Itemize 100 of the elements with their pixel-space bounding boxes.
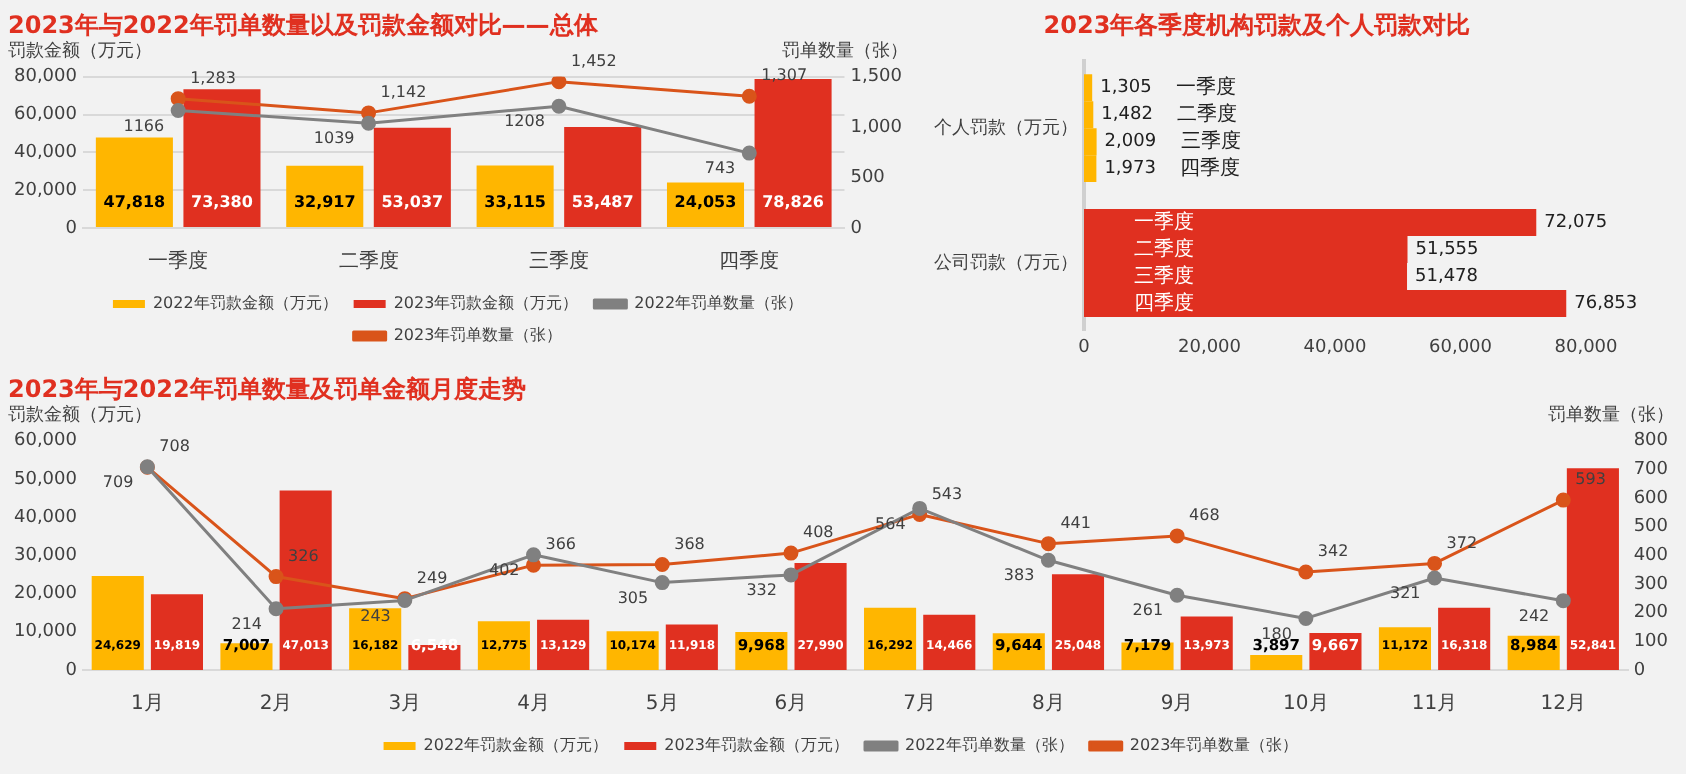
y-tick-label: 公司罚款（万元）: [934, 251, 1078, 274]
x-tick-label: 6月: [774, 693, 808, 716]
y2-tick-label: 800: [1633, 431, 1669, 452]
x-tick-label: 40,000: [1303, 337, 1368, 358]
bar: [91, 575, 144, 670]
point: [783, 545, 799, 561]
data-label: 441: [1060, 513, 1091, 532]
bar: [286, 165, 364, 227]
legend-label: 2023年罚单数量（张）: [1129, 736, 1299, 755]
legend-label: 2022年罚单数量（张）: [634, 294, 804, 313]
data-label: 47,818: [103, 193, 167, 212]
y2-tick-label: 700: [1633, 460, 1669, 481]
data-label: 51,555: [1415, 240, 1479, 261]
text: 四季度: [1180, 157, 1241, 180]
x-tick-label: 12月: [1540, 693, 1587, 716]
chart-title: 2023年与2022年罚单数量以及罚款金额对比——总体: [8, 10, 600, 39]
y-tick-label: 60,000: [13, 105, 78, 126]
y2-tick-label: 100: [1633, 632, 1669, 653]
data-label: 1,305: [1100, 78, 1152, 99]
x-tick-label: 80,000: [1554, 337, 1619, 358]
y2-axis-title: 罚单数量（张）: [1548, 404, 1674, 427]
data-label: 408: [802, 523, 834, 542]
y2-tick-label: 600: [1633, 488, 1669, 509]
x-tick-label: 9月: [1160, 693, 1194, 716]
bar: [1051, 574, 1105, 670]
point: [1040, 552, 1056, 568]
data-label: 342: [1317, 542, 1349, 561]
y-tick-label: 10,000: [13, 622, 78, 643]
series-label: 四季度: [1134, 290, 1194, 315]
point: [654, 557, 670, 573]
chart-title: 2023年与2022年罚单数量及罚单金额月度走势: [8, 374, 526, 403]
data-label: 332: [746, 581, 777, 600]
point: [783, 567, 799, 583]
data-label: 468: [1189, 506, 1220, 525]
y2-axis-title: 罚单数量（张）: [782, 40, 908, 63]
data-label: 1,482: [1101, 105, 1153, 126]
bar: [1250, 655, 1303, 670]
data-label: 326: [288, 546, 319, 565]
text: 二季度: [1177, 103, 1238, 126]
data-label: 76,853: [1574, 294, 1638, 315]
legend-label: 2023年罚款金额（万元）: [664, 736, 849, 755]
y-tick-label: 个人罚款（万元）: [934, 116, 1078, 139]
point: [1169, 528, 1185, 544]
data-label: 593: [1575, 470, 1606, 489]
point: [1427, 570, 1443, 586]
bar: [1378, 627, 1432, 670]
bar: [1438, 607, 1491, 670]
data-label: 321: [1390, 584, 1421, 603]
data-label: 73,380: [191, 193, 254, 212]
data-label: 1039: [313, 129, 355, 148]
x-tick-label: 二季度: [338, 249, 399, 274]
data-label: 249: [416, 568, 448, 587]
y2-tick-label: 300: [1633, 574, 1669, 595]
x-tick-label: 4月: [517, 693, 550, 716]
y-tick-label: 50,000: [13, 469, 78, 490]
point: [741, 145, 757, 161]
y-tick-label: 40,000: [13, 143, 78, 164]
bar: [754, 79, 832, 227]
data-label: 383: [1003, 566, 1035, 585]
x-tick-label: 7月: [903, 693, 937, 716]
bar: [564, 126, 642, 227]
data-label: 543: [931, 484, 963, 503]
x-tick-label: 三季度: [528, 249, 589, 274]
y-tick-label: 80,000: [13, 67, 78, 88]
bar: [95, 137, 173, 227]
point: [526, 547, 542, 563]
text: 一季度: [1176, 76, 1237, 99]
y2-tick-label: 0: [1633, 660, 1646, 681]
bar: [477, 621, 530, 670]
x-tick-label: 10月: [1283, 693, 1329, 716]
data-label: 261: [1132, 601, 1164, 620]
data-label: 743: [704, 159, 736, 178]
data-label: 24,053: [674, 193, 737, 212]
point: [1298, 564, 1314, 580]
y2-tick-label: 1,500: [850, 67, 903, 88]
data-label: 1208: [504, 112, 545, 131]
y-axis-title: 罚款金额（万元）: [8, 40, 152, 63]
point: [1555, 492, 1571, 508]
data-label: 708: [159, 437, 190, 456]
y2-tick-label: 0: [850, 218, 863, 239]
data-label: 1,452: [570, 51, 617, 70]
point: [1169, 587, 1185, 603]
legend-label: 2023年罚款金额（万元）: [393, 294, 579, 313]
bar: [183, 89, 261, 227]
y-axis-title: 罚款金额（万元）: [8, 404, 152, 427]
point: [1555, 593, 1571, 609]
data-label: 33,115: [484, 193, 547, 212]
y-tick-label: 20,000: [13, 180, 78, 201]
point: [1298, 610, 1314, 626]
data-label: 51,478: [1415, 267, 1479, 288]
point: [551, 98, 567, 114]
y2-tick-label: 200: [1633, 603, 1669, 624]
bar: [150, 594, 203, 670]
data-label: 1,142: [380, 83, 427, 102]
point: [654, 575, 670, 591]
bar: [476, 165, 554, 227]
data-label: 1166: [123, 116, 165, 135]
y-tick-label: 0: [65, 218, 78, 239]
series-label: 一季度: [1134, 209, 1194, 234]
data-label: 78,826: [762, 193, 825, 212]
